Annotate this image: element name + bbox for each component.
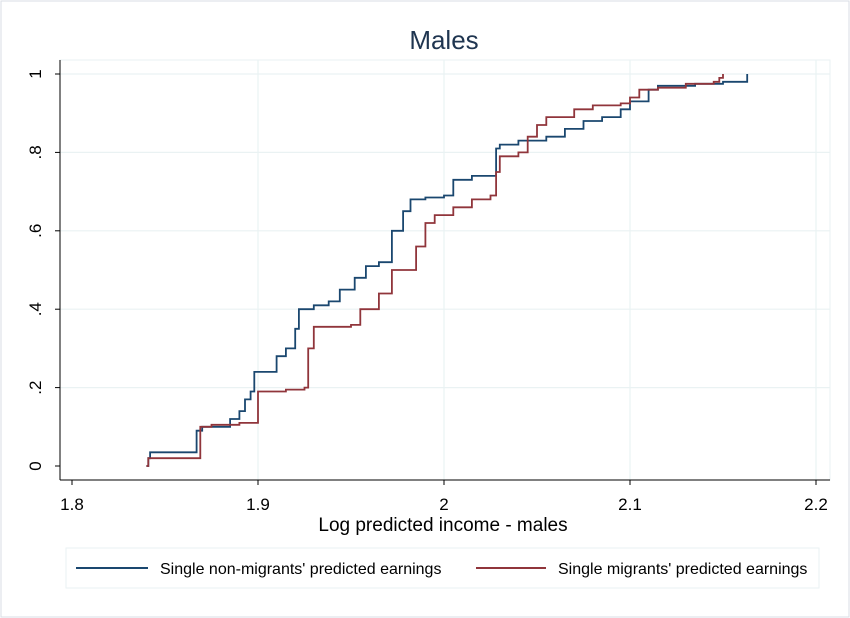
x-axis-ticks: 1.8 1.9 2 2.1 2.2: [60, 480, 828, 514]
x-tick-label: 1.8: [60, 495, 84, 514]
y-tick-label: 1: [26, 69, 45, 78]
x-tick-label: 1.9: [246, 495, 270, 514]
x-axis-title: Log predicted income - males: [318, 515, 567, 536]
y-tick-label: .2: [26, 381, 45, 395]
chart-title: Males: [409, 25, 478, 55]
series-line-1: [146, 74, 749, 467]
y-tick-label: .6: [26, 224, 45, 238]
y-axis-ticks: 0 .2 .4 .6 .8 1: [26, 69, 60, 471]
x-tick-label: 2.2: [804, 495, 828, 514]
legend-label-2: Single migrants' predicted earnings: [558, 561, 807, 578]
y-tick-label: .8: [26, 145, 45, 159]
x-tick-label: 2.1: [618, 495, 642, 514]
legend: Single non-migrants' predicted earnings S…: [65, 547, 820, 589]
y-tick-label: 0: [26, 461, 45, 470]
legend-label-1: Single non-migrants' predicted earnings: [160, 561, 441, 578]
gridlines: [60, 60, 830, 480]
x-tick-label: 2: [439, 495, 448, 514]
series-lines: [146, 74, 749, 467]
legend-box: [65, 547, 820, 589]
y-tick-label: .4: [26, 302, 45, 316]
series-line-2: [146, 74, 724, 467]
